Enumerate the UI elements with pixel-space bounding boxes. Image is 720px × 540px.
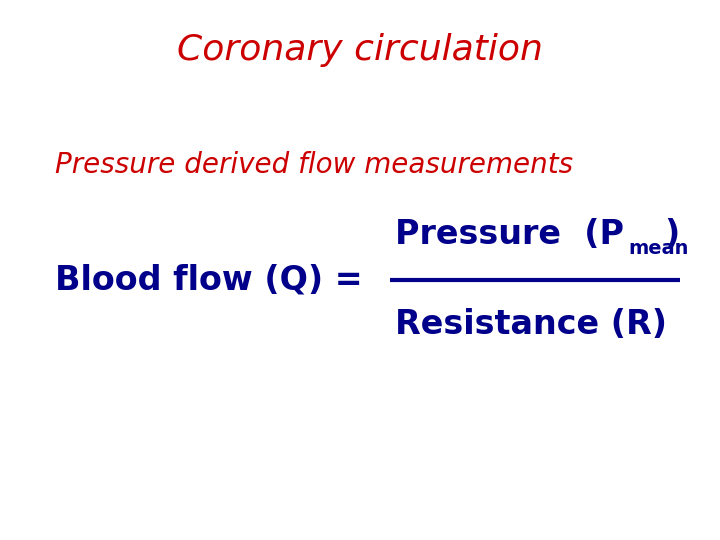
Text: mean: mean (628, 240, 688, 259)
Text: Resistance (R): Resistance (R) (395, 308, 667, 341)
Text: Pressure  (P: Pressure (P (395, 219, 624, 252)
Text: Pressure derived flow measurements: Pressure derived flow measurements (55, 151, 573, 179)
Text: ): ) (664, 219, 679, 252)
Text: Blood flow (Q) =: Blood flow (Q) = (55, 264, 363, 296)
Text: Coronary circulation: Coronary circulation (177, 33, 543, 67)
